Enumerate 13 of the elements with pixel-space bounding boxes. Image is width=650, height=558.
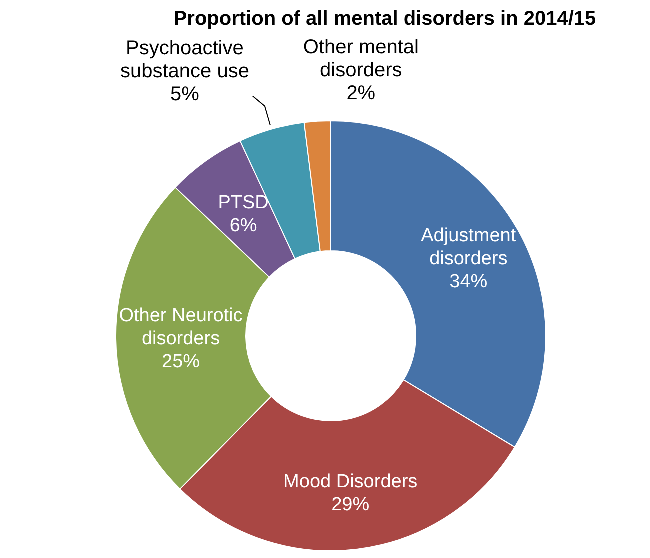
data-label: 2% [346, 82, 376, 104]
slice-label: Adjustment disorders [421, 224, 517, 269]
slice-label: Other mental disorders [303, 36, 419, 82]
data-label: 34% [450, 270, 488, 292]
data-label: 25% [162, 350, 200, 372]
data-label: 6% [230, 215, 258, 236]
slice-label: Mood Disorders [284, 470, 418, 492]
data-label: 5% [170, 83, 200, 106]
chart-title: Proportion of all mental disorders in 2014/15 [172, 8, 598, 31]
slice-label: Psychoactive substance use [120, 37, 250, 82]
data-label: 29% [332, 494, 370, 515]
slice-label: Other Neurotic disorders [119, 304, 243, 349]
slice-label: PTSD [218, 192, 269, 214]
